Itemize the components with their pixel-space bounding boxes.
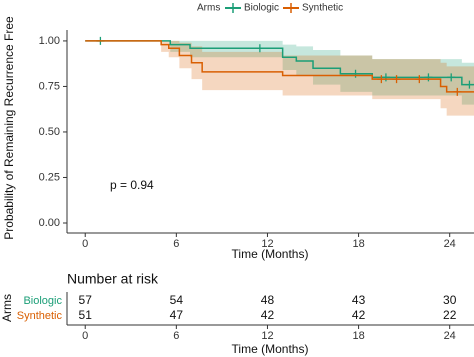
risk-count: 42 xyxy=(352,308,366,322)
risk-x-tick-label: 6 xyxy=(173,330,179,342)
x-tick-label: 24 xyxy=(444,238,456,250)
x-tick-label: 0 xyxy=(82,238,88,250)
y-axis-label: Probability of Remaining Recurrence Free xyxy=(2,16,16,240)
y-tick-label: 0.75 xyxy=(39,80,60,92)
y-tick-label: 0.00 xyxy=(39,217,60,229)
risk-count: 51 xyxy=(79,308,93,322)
risk-row-label: Synthetic xyxy=(17,310,63,322)
censor-mark xyxy=(447,73,456,82)
y-tick-label: 0.25 xyxy=(39,171,60,183)
risk-count: 57 xyxy=(79,293,93,307)
y-tick-label: 0.50 xyxy=(39,126,60,138)
censor-mark xyxy=(465,80,474,89)
x-axis-label: Time (Months) xyxy=(232,247,309,261)
risk-x-tick-label: 0 xyxy=(82,330,88,342)
risk-count: 48 xyxy=(261,293,275,307)
risk-count: 30 xyxy=(443,293,457,307)
risk-x-tick-label: 12 xyxy=(261,330,273,342)
censor-mark xyxy=(415,75,424,84)
survival-line xyxy=(85,40,474,93)
censor-mark xyxy=(381,73,390,82)
risk-x-tick-label: 18 xyxy=(352,330,364,342)
risk-row-label: Biologic xyxy=(23,295,62,307)
risk-count: 43 xyxy=(352,293,366,307)
risk-table-ylabel: Arms xyxy=(0,294,14,322)
legend-label: Synthetic xyxy=(302,3,343,14)
x-tick-label: 18 xyxy=(352,238,364,250)
risk-count: 47 xyxy=(170,308,184,322)
censor-mark xyxy=(424,73,433,82)
y-tick-label: 1.00 xyxy=(39,35,60,47)
risk-count: 42 xyxy=(261,308,275,322)
x-axis-label: Time (Months) xyxy=(232,342,309,356)
x-tick-label: 6 xyxy=(173,238,179,250)
risk-x-tick-label: 24 xyxy=(444,330,456,342)
censor-mark xyxy=(255,44,264,53)
censor-mark xyxy=(377,75,386,84)
legend-title: Arms xyxy=(197,3,220,14)
annotation: p = 0.94 xyxy=(110,178,154,192)
risk-count: 54 xyxy=(170,293,184,307)
censor-mark xyxy=(453,87,462,96)
censor-mark xyxy=(351,69,360,78)
risk-count: 22 xyxy=(443,308,457,322)
risk-table-title: Number at risk xyxy=(67,271,159,287)
confidence-band xyxy=(85,40,474,116)
x-tick-label: 12 xyxy=(261,238,273,250)
legend-label: Biologic xyxy=(244,3,279,14)
confidence-band xyxy=(85,40,474,105)
censor-mark xyxy=(392,75,401,84)
